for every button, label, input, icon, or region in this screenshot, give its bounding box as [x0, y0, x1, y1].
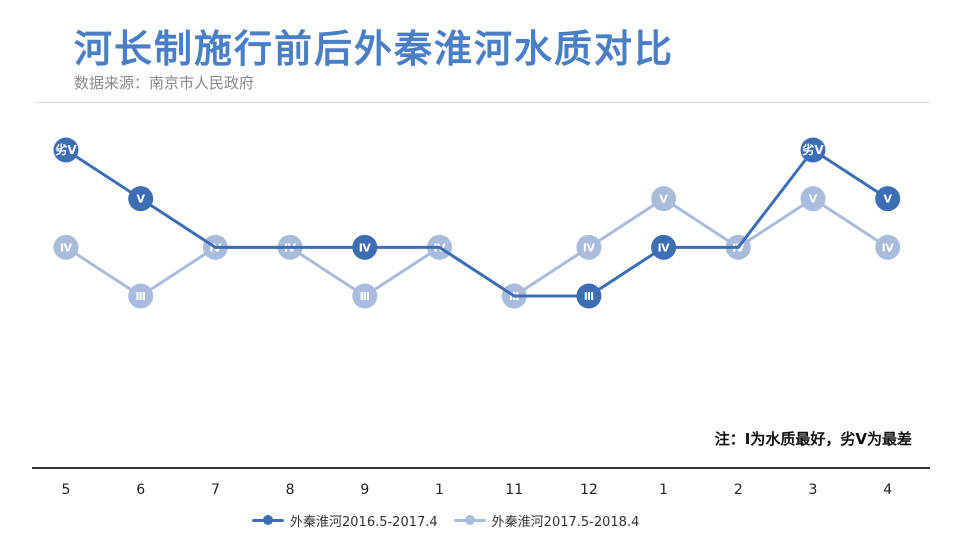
legend-item-series-1: 外秦淮河2016.5-2017.4 — [250, 511, 438, 530]
x-tick-label: 1 — [435, 482, 444, 498]
series-1-point — [875, 186, 901, 212]
series-2-point-label: V — [809, 193, 818, 206]
x-tick-label: 5 — [62, 482, 71, 498]
series-1-point-label: V — [883, 193, 892, 206]
series-2-point — [875, 234, 901, 260]
series-1: 劣V V Ⅳ Ⅲ Ⅳ 劣V V — [53, 137, 901, 309]
legend-label-series-1: 外秦淮河2016.5-2017.4 — [290, 514, 438, 530]
series-2-point — [53, 234, 79, 260]
series-2-point-label: V — [659, 193, 668, 206]
x-tick-label: 4 — [883, 482, 892, 498]
series-2-point-label: Ⅳ — [583, 241, 596, 254]
x-tick-label: 3 — [809, 482, 818, 498]
series-2-point — [576, 234, 602, 260]
series-2-point — [352, 283, 378, 309]
series-1-point-label: 劣V — [55, 142, 77, 157]
series-1-point — [651, 234, 677, 260]
series-2-point-label: Ⅲ — [360, 290, 370, 303]
chart-title: 河长制施行前后外秦淮河水质对比 — [74, 27, 675, 71]
legend-item-series-2: 外秦淮河2017.5-2018.4 — [452, 511, 640, 530]
x-tick-label: 6 — [136, 482, 145, 498]
series-2-point — [651, 186, 677, 212]
series-1-point — [128, 186, 154, 212]
chart-note: 注：Ⅰ为水质最好，劣V为最差 — [714, 430, 912, 448]
series-1-point — [352, 234, 378, 260]
x-tick-label: 2 — [734, 482, 743, 498]
series-1-point — [576, 283, 602, 309]
legend: 外秦淮河2016.5-2017.4 外秦淮河2017.5-2018.4 — [250, 510, 653, 530]
x-tick-label: 1 — [659, 482, 668, 498]
series-2-point-label: Ⅳ — [60, 241, 73, 254]
series-2-point-label: Ⅲ — [135, 290, 145, 303]
x-tick-label: 11 — [505, 482, 523, 498]
series-1-line — [64, 148, 890, 298]
series-1-point-label: Ⅳ — [359, 241, 372, 254]
series-1-point — [800, 137, 826, 163]
series-1-point-label: Ⅳ — [658, 241, 671, 254]
series-1-point-label: Ⅲ — [584, 290, 594, 303]
data-source: 数据来源：南京市人民政府 — [74, 74, 255, 92]
x-tick-label: 8 — [286, 482, 295, 498]
x-tick-label: 9 — [360, 482, 369, 498]
x-tick-label: 7 — [211, 482, 220, 498]
legend-swatch-series-1 — [250, 514, 286, 526]
series-1-point-label: V — [136, 193, 145, 206]
series-1-point-label: 劣V — [802, 142, 824, 157]
legend-swatch-series-2 — [452, 514, 488, 526]
series-1-point — [53, 137, 79, 163]
series-2-point — [128, 283, 154, 309]
legend-label-series-2: 外秦淮河2017.5-2018.4 — [491, 514, 640, 530]
x-tick-label: 12 — [580, 482, 598, 498]
series-2-point — [800, 186, 826, 212]
header-divider — [34, 102, 930, 103]
series-2-point-label: Ⅳ — [882, 241, 895, 254]
